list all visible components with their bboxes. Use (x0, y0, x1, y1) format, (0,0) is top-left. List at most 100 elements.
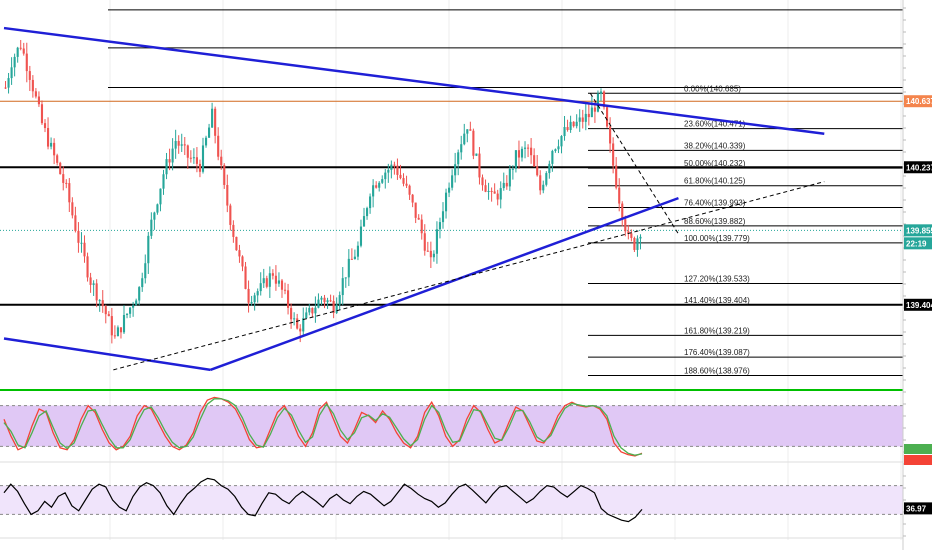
candle-body (165, 159, 168, 175)
candle-body (451, 175, 454, 188)
candle-body (402, 178, 405, 184)
candle-body (247, 288, 250, 303)
candle-body (520, 148, 524, 158)
candle-body (390, 164, 393, 170)
fib-level-label: 127.20%(139.533) (684, 274, 750, 283)
candle-body (229, 205, 232, 225)
candle-body (615, 165, 618, 188)
candle-body (211, 108, 214, 128)
candle-body (599, 91, 603, 94)
candle-body (265, 278, 268, 287)
candle-body (34, 91, 37, 97)
fib-level-label: 161.80%(139.219) (684, 326, 750, 335)
candle-body (350, 258, 353, 260)
horizontal-levels (0, 9, 903, 306)
candle-body (438, 222, 442, 230)
candle-body (241, 256, 244, 267)
candle-body (572, 121, 575, 127)
candle-body (429, 250, 432, 258)
trendlines (3, 26, 825, 372)
rsi-line (3, 477, 643, 523)
candle-body (417, 217, 420, 220)
price-tag: 139.404 (906, 301, 932, 310)
candle-body (344, 277, 347, 279)
candle-body (387, 169, 390, 173)
trendline (3, 26, 825, 135)
candle-body (153, 212, 156, 220)
trendline (3, 337, 211, 372)
candle-body (596, 93, 600, 112)
candle-body (490, 190, 493, 192)
candle-body (232, 224, 235, 237)
candle-body (299, 328, 302, 332)
stochastic-d-line (3, 398, 643, 456)
candle-body (530, 147, 533, 156)
candle-body (138, 287, 141, 301)
stochastic-tag (904, 455, 932, 465)
candle-body (508, 168, 511, 187)
candle-body (587, 113, 590, 118)
candle-body (496, 193, 499, 200)
candle-body (624, 219, 627, 232)
candle-body (159, 188, 162, 205)
candle-body (28, 71, 31, 80)
price-tag-bg (904, 95, 932, 108)
candle-body (198, 163, 202, 172)
candle-body (365, 208, 369, 217)
candle-body (499, 188, 502, 200)
candle-body (630, 233, 633, 238)
candle-body (19, 47, 22, 49)
candle-body (414, 202, 417, 218)
candle-body (4, 87, 7, 89)
candle-body (536, 166, 539, 176)
candle-body (448, 187, 451, 193)
price-tag-bg (904, 161, 932, 174)
candle-body (220, 156, 223, 166)
candle-body (141, 278, 144, 288)
candle-body (432, 253, 435, 258)
candle-body (305, 312, 308, 319)
candle-body (177, 140, 180, 146)
candle-body (511, 168, 514, 170)
candle-body (104, 306, 107, 315)
candle-body (396, 165, 399, 175)
fib-level-label: 76.40%(139.993) (684, 199, 746, 208)
candle-body (147, 235, 150, 264)
candle-body (551, 150, 554, 164)
candle-body (369, 196, 372, 209)
rsi-tag-bg (904, 502, 932, 515)
candle-body (271, 273, 274, 276)
candle-body (107, 314, 110, 317)
candle-body (602, 91, 606, 108)
candle-body (356, 245, 360, 257)
candle-body (557, 146, 560, 150)
candle-body (250, 302, 253, 304)
rsi-tag: 36.97 (906, 504, 927, 513)
candle-body (639, 236, 642, 239)
candle-body (627, 231, 630, 234)
candle-body (420, 219, 423, 234)
candle-body (478, 153, 481, 178)
candle-body (460, 144, 463, 153)
candle-body (484, 185, 487, 192)
candle-body (527, 147, 530, 149)
candle-body (50, 142, 53, 147)
candle-body (584, 113, 587, 122)
fib-level-label: 88.60%(139.882) (684, 217, 746, 226)
candle-body (618, 187, 621, 204)
candle-body (217, 135, 220, 157)
candle-body (259, 283, 262, 292)
candle-body (353, 256, 356, 260)
candle-body (545, 173, 548, 185)
candle-body (375, 185, 378, 188)
candle-body (92, 283, 95, 285)
fib-level-label: 38.20%(140.339) (684, 141, 746, 150)
candle-body (505, 182, 508, 187)
candle-body (569, 121, 572, 131)
candle-body (593, 107, 596, 112)
price-axis: 140.637 140.237 139.855 22:19 139.404 36.97 (902, 0, 932, 550)
fib-level-label: 188.60%(138.976) (684, 366, 750, 375)
candle-body (208, 127, 211, 138)
fib-level-label: 141.40%(139.404) (684, 296, 750, 305)
candle-body (262, 278, 265, 284)
